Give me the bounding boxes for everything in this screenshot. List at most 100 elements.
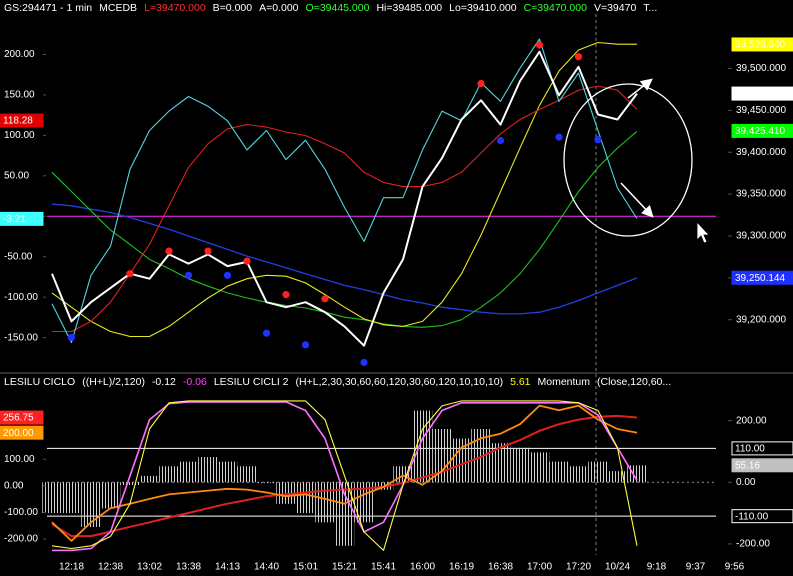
signal-dot (204, 247, 212, 255)
histogram-bar (256, 482, 277, 484)
histogram-bar (607, 471, 628, 483)
signal-dot (243, 257, 251, 265)
y-tick-label: 200.00 (4, 49, 35, 60)
header-segment: Momentum (538, 376, 591, 388)
signal-dot (184, 271, 193, 279)
header-segment: LESILU CICLI 2 (214, 376, 289, 388)
series-line (51, 414, 638, 538)
x-tick-label: 12:38 (98, 562, 123, 573)
value-box (0, 410, 44, 425)
series-line (51, 38, 638, 344)
y2-tick-label: 39,450.000 (736, 105, 786, 116)
histogram-bar (100, 482, 121, 509)
value-box-label: -3.21 (3, 214, 26, 225)
annotation-ellipse (563, 83, 693, 237)
histogram-bar (276, 482, 296, 504)
x-tick-label: 15:41 (371, 562, 396, 573)
x-tick-label: 9:56 (725, 562, 745, 573)
y2-tick-label: 39,350.000 (736, 189, 786, 200)
y-tick-label: -200.00 (4, 534, 38, 545)
header-segment: -0.06 (183, 376, 207, 388)
histogram-bar (490, 443, 511, 483)
x-tick-label: 15:01 (293, 562, 318, 573)
y-tick-label: 0.00 (4, 481, 24, 492)
x-tick-label: 17:20 (566, 562, 591, 573)
y2-tick-label: 0.00 (736, 477, 756, 488)
header-segment: GS:294471 - 1 min (4, 2, 92, 14)
header-segment: ((H+L)/2,120) (82, 376, 145, 388)
series-line (52, 85, 638, 333)
header-segment: O=39445.000 (306, 2, 370, 14)
y2-tick-label: 200.00 (736, 415, 767, 426)
header-segment: -0.12 (152, 376, 176, 388)
signal-dot (496, 136, 505, 145)
x-tick-label: 13:02 (137, 562, 162, 573)
value-box (0, 211, 44, 226)
value-box-label: 200.00 (3, 428, 34, 439)
histogram-bar (588, 461, 608, 483)
annotation-arrow (627, 78, 653, 99)
x-tick-label: 14:13 (215, 562, 240, 573)
header-segment: LESILU CICLO (4, 376, 75, 388)
histogram-bar (61, 482, 82, 514)
value-box-label: 55.16 (735, 460, 760, 471)
header-segment: V=39470 (594, 2, 636, 14)
series-line (51, 400, 638, 551)
plot-layer (42, 38, 716, 552)
series-line (52, 401, 638, 552)
histogram-bar (568, 466, 589, 483)
y2-tick-label: 39,500.000 (736, 63, 786, 74)
value-box (731, 458, 793, 473)
x-tick-label: 13:38 (176, 562, 201, 573)
header-segment: C=39470.000 (524, 2, 588, 14)
x-tick-label: 9:37 (686, 562, 706, 573)
histogram-bar (120, 482, 140, 486)
header-segment: 5.61 (510, 376, 531, 388)
signal-dot (301, 341, 310, 349)
value-box-label: 118.28 (3, 116, 33, 127)
signal-dot (594, 136, 602, 144)
mouse-cursor (696, 220, 710, 244)
signal-dot (535, 41, 544, 49)
y-tick-label: 100.00 (4, 454, 35, 465)
signal-dot (555, 133, 563, 141)
histogram-bar (159, 466, 179, 483)
histogram-bar (529, 452, 550, 483)
series-line (51, 50, 638, 347)
value-box-label: -110.00 (735, 511, 769, 522)
value-box-label: 39,425.410 (735, 126, 785, 137)
value-box (731, 441, 793, 456)
value-box-label: 39,528.640 (735, 40, 785, 51)
signal-dot (223, 271, 232, 279)
panel-header: GS:294471 - 1 min MCEDB L=39470.000 B=0.000… (4, 2, 657, 14)
header-segment: (H+L,2,30,30,60,60,120,30,60,120,10,10,1… (296, 376, 504, 388)
header-segment: B=0.000 (213, 2, 253, 14)
signal-dot (360, 358, 368, 367)
signal-dot (165, 247, 173, 255)
histogram-bar (81, 482, 101, 527)
y-tick-label: 50.00 (4, 170, 29, 181)
histogram-bar (198, 457, 218, 483)
histogram-bar (315, 482, 335, 523)
header-segment: A=0.000 (259, 2, 299, 14)
histogram-bar (549, 461, 569, 483)
value-box-label: 39,250.144 (735, 273, 785, 284)
histogram-bar (217, 461, 238, 483)
histogram-bar (471, 428, 491, 483)
value-box (0, 113, 44, 128)
y-tick-label: -100.00 (4, 507, 38, 518)
y-tick-label: -100.00 (4, 292, 38, 303)
x-tick-label: 16:38 (488, 562, 513, 573)
signal-dot (67, 333, 76, 341)
histogram-bar (627, 465, 647, 483)
histogram-bar (510, 447, 530, 483)
header-segment: Hi=39485.000 (376, 2, 442, 14)
signal-dot (262, 329, 271, 337)
value-box-label: 256.75 (3, 413, 34, 424)
value-box (731, 270, 793, 285)
histogram-bar (42, 482, 62, 514)
histogram-bar (295, 482, 316, 514)
value-box (731, 509, 793, 524)
